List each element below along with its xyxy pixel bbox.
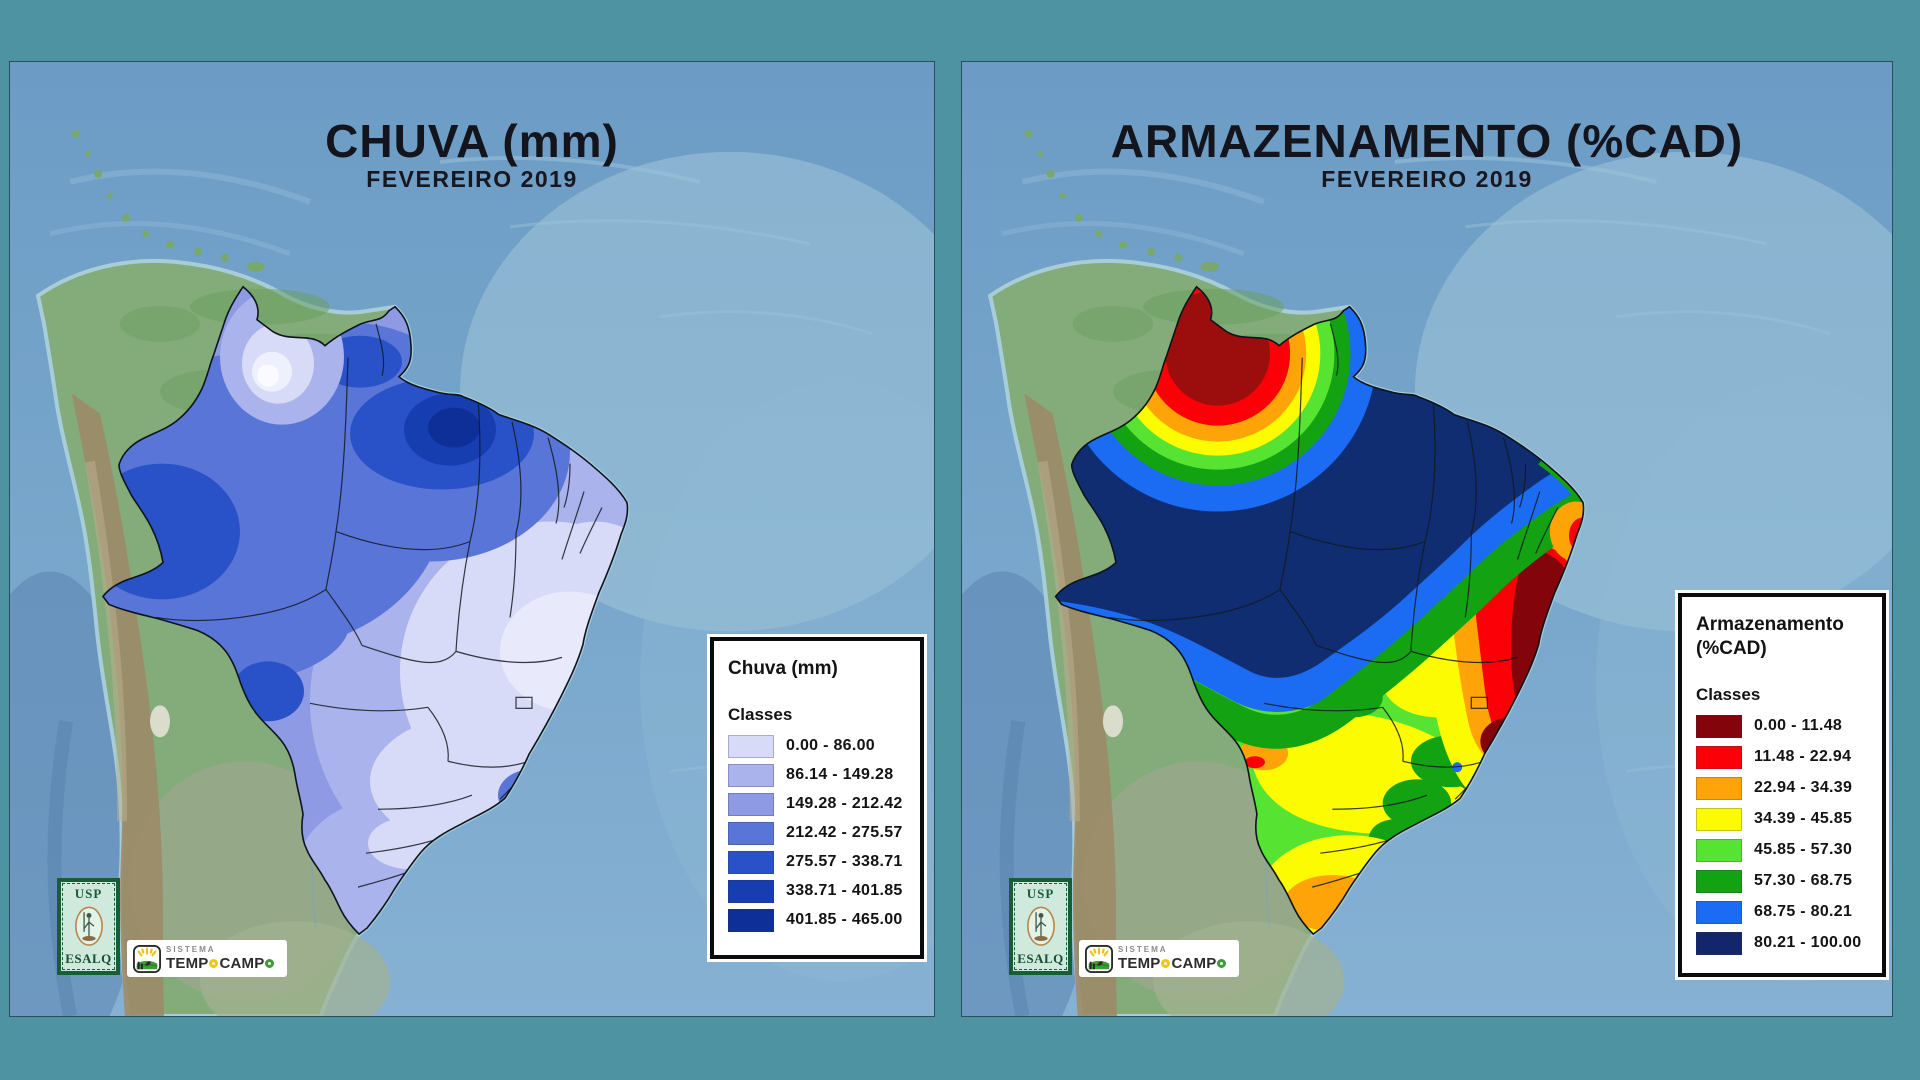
legend-row: 0.00 - 86.00 (728, 734, 906, 758)
legend-swatch (728, 821, 774, 845)
yellow-o-icon (209, 959, 219, 968)
tempocampo-text: SISTEMA TEMP CAMP (166, 946, 275, 971)
esalq-logo-text: ESALQ (65, 951, 112, 966)
esalq-logo-inner: USP ESALQ (1014, 883, 1067, 970)
legend-swatch (728, 908, 774, 932)
panel-armazenamento: ARMAZENAMENTO (%CAD) FEVEREIRO 2019 Arma… (962, 62, 1892, 1016)
legend-chuva: Chuva (mm) Classes 0.00 - 86.00 86.14 - … (710, 637, 924, 959)
page-subtitle: FEVEREIRO 2019 (366, 166, 578, 192)
legend-swatch (728, 763, 774, 787)
legend-range: 0.00 - 11.48 (1754, 717, 1843, 734)
esalq-statue-icon (74, 905, 103, 946)
green-o-icon (1217, 959, 1227, 968)
legend-classes-label: Classes (1696, 684, 1761, 704)
legend-range: 11.48 - 22.94 (1754, 748, 1852, 765)
legend-range: 80.21 - 100.00 (1754, 934, 1862, 951)
legend-swatch (728, 879, 774, 903)
legend-range: 86.14 - 149.28 (786, 766, 894, 784)
legend-range: 149.28 - 212.42 (786, 795, 903, 813)
legend-row: 45.85 - 57.30 (1696, 838, 1868, 862)
sistema-label: SISTEMA (166, 945, 216, 954)
usp-logo-text: USP (74, 886, 103, 901)
legend-range: 212.42 - 275.57 (786, 824, 903, 842)
legend-row: 80.21 - 100.00 (1696, 931, 1868, 955)
legend-swatch (1696, 900, 1742, 924)
legend-swatch (1696, 714, 1742, 738)
legend-range: 68.75 - 80.21 (1754, 903, 1853, 920)
legend-row: 212.42 - 275.57 (728, 821, 906, 845)
legend-classes-label: Classes (728, 704, 793, 724)
legend-range: 22.94 - 34.39 (1754, 779, 1853, 796)
esalq-statue-icon (1026, 905, 1055, 946)
tempocampo-part1: TEMP (166, 955, 209, 972)
page-title: CHUVA (mm) (325, 115, 619, 167)
legend-row: 68.75 - 80.21 (1696, 900, 1868, 924)
panel-chuva: CHUVA (mm) FEVEREIRO 2019 Chuva (mm) Cla… (10, 62, 934, 1016)
legend-row: 338.71 - 401.85 (728, 879, 906, 903)
legend-range: 0.00 - 86.00 (786, 737, 875, 755)
legend-row: 86.14 - 149.28 (728, 763, 906, 787)
tempocampo-text: SISTEMA TEMP CAMP (1118, 946, 1227, 971)
esalq-logo-inner: USP ESALQ (62, 883, 115, 970)
legend-row: 0.00 - 11.48 (1696, 714, 1868, 738)
tempocampo-wordmark: TEMP CAMP (1118, 956, 1227, 971)
legend-row: 149.28 - 212.42 (728, 792, 906, 816)
sistema-label: SISTEMA (1118, 945, 1168, 954)
legend-swatch (1696, 745, 1742, 769)
legend-title: Chuva (mm) (728, 658, 838, 679)
yellow-o-icon (1161, 959, 1171, 968)
legend-range: 45.85 - 57.30 (1754, 841, 1853, 858)
esalq-usp-logo: USP ESALQ (57, 878, 120, 975)
legend-row: 401.85 - 465.00 (728, 908, 906, 932)
legend-title-line2: (%CAD) (1696, 637, 1767, 659)
legend-range: 338.71 - 401.85 (786, 882, 903, 900)
armazenamento-map (962, 62, 1892, 1016)
legend-row: 22.94 - 34.39 (1696, 776, 1868, 800)
usp-logo-text: USP (1026, 886, 1055, 901)
page-title: ARMAZENAMENTO (%CAD) (1110, 115, 1744, 167)
legend-swatch (1696, 776, 1742, 800)
tempocampo-part1: TEMP (1118, 955, 1161, 972)
legend-range: 275.57 - 338.71 (786, 853, 903, 871)
legend-range: 401.85 - 465.00 (786, 911, 903, 929)
legend-swatch (728, 734, 774, 758)
tempocampo-icon (133, 944, 161, 973)
legend-range: 34.39 - 45.85 (1754, 810, 1853, 827)
green-o-icon (265, 959, 275, 968)
tempocampo-logo: SISTEMA TEMP CAMP (127, 940, 287, 977)
chuva-map (10, 62, 934, 1016)
tempocampo-icon (1085, 944, 1113, 973)
page-subtitle: FEVEREIRO 2019 (1321, 166, 1533, 192)
legend-swatch (1696, 931, 1742, 955)
tempocampo-part2: CAMP (1171, 955, 1217, 972)
legend-row: 57.30 - 68.75 (1696, 869, 1868, 893)
esalq-logo-text: ESALQ (1017, 951, 1064, 966)
legend-row: 275.57 - 338.71 (728, 850, 906, 874)
legend-title-line1: Armazenamento (1696, 614, 1844, 635)
legend-swatch (728, 792, 774, 816)
legend-row: 34.39 - 45.85 (1696, 807, 1868, 831)
legend-swatch (1696, 869, 1742, 893)
legend-armazenamento: Armazenamento (%CAD) Classes 0.00 - 11.4… (1678, 593, 1886, 977)
legend-range: 57.30 - 68.75 (1754, 872, 1853, 889)
legend-swatch (728, 850, 774, 874)
tempocampo-wordmark: TEMP CAMP (166, 956, 275, 971)
legend-swatch (1696, 807, 1742, 831)
esalq-usp-logo: USP ESALQ (1009, 878, 1072, 975)
tempocampo-logo: SISTEMA TEMP CAMP (1079, 940, 1239, 977)
legend-row: 11.48 - 22.94 (1696, 745, 1868, 769)
tempocampo-part2: CAMP (219, 955, 265, 972)
legend-swatch (1696, 838, 1742, 862)
